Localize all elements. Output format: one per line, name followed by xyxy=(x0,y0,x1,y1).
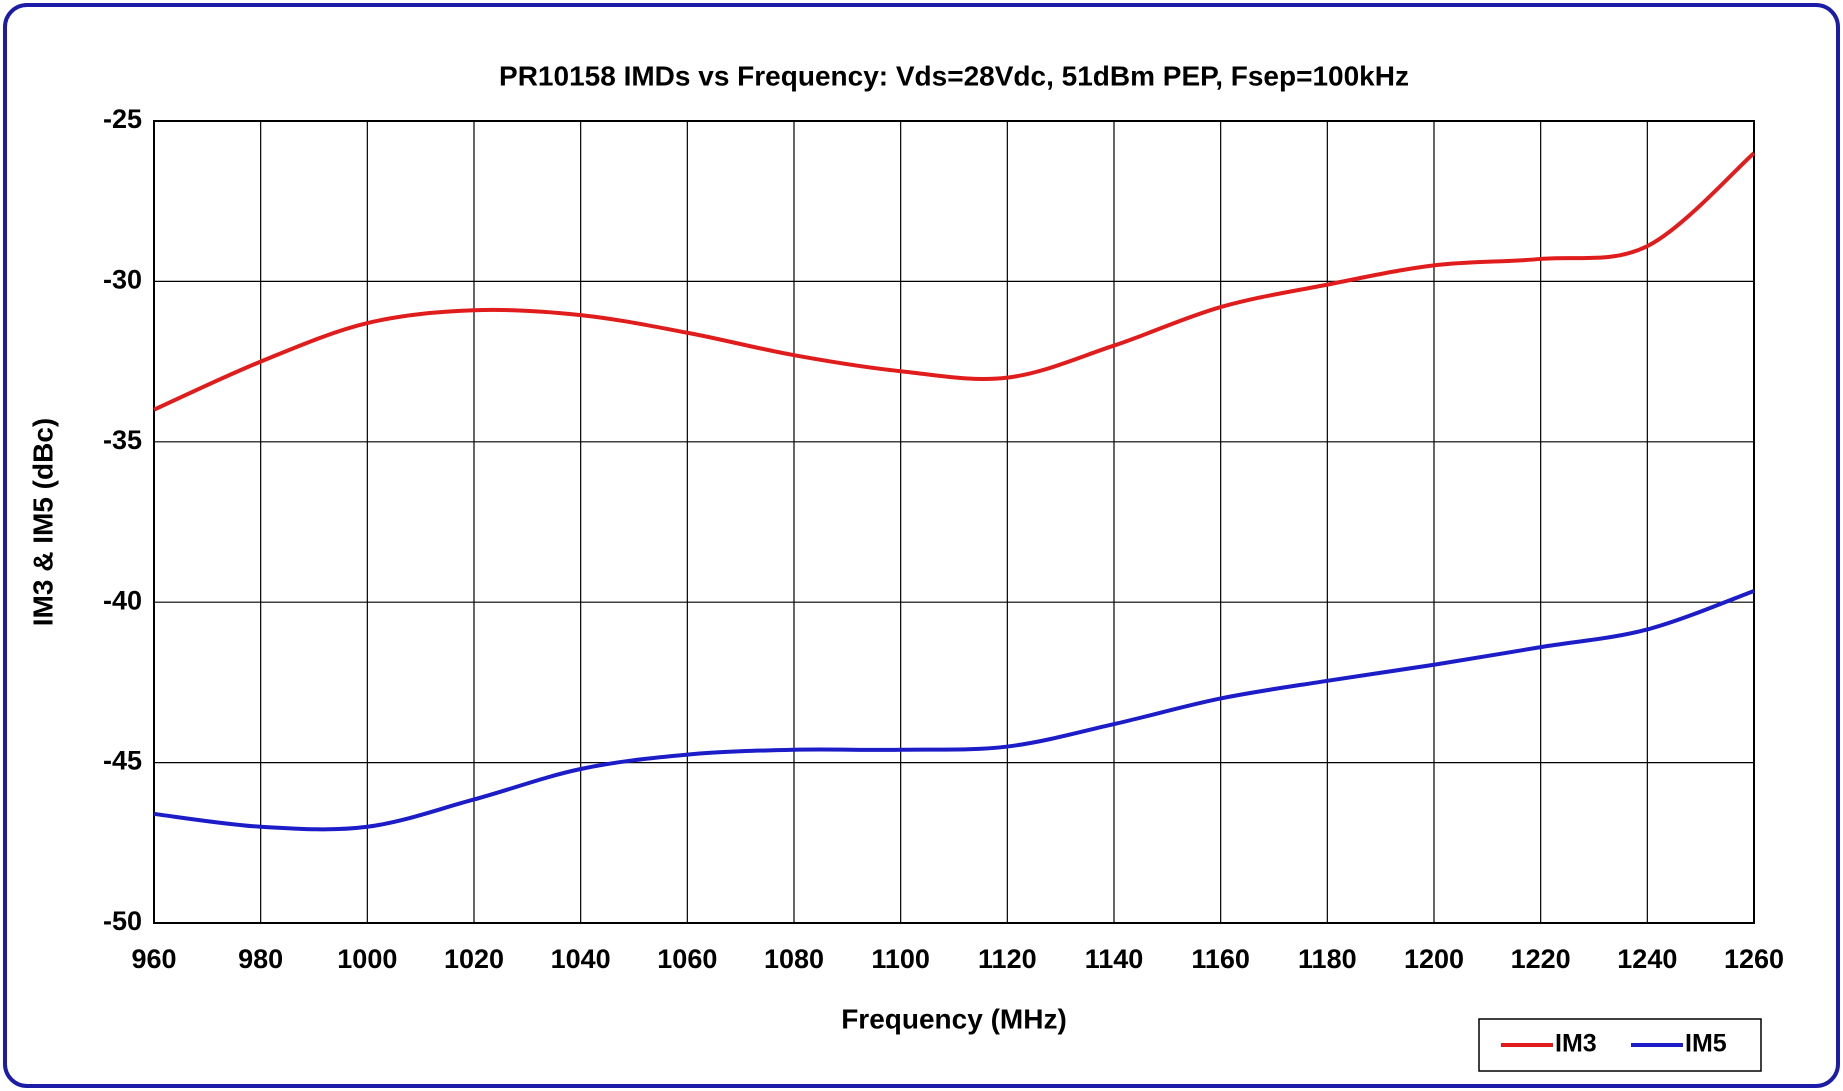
y-tick-label: -40 xyxy=(103,585,142,615)
y-tick-label: -35 xyxy=(103,425,142,455)
x-tick-label: 1160 xyxy=(1191,944,1250,974)
x-tick-label: 1100 xyxy=(871,944,930,974)
x-tick-label: 1260 xyxy=(1724,944,1784,974)
x-tick-label: 1220 xyxy=(1511,944,1571,974)
x-axis-label: Frequency (MHz) xyxy=(841,1003,1067,1034)
data-line xyxy=(153,151,1756,412)
y-tick-label: -25 xyxy=(103,104,142,134)
x-tick-label: 1020 xyxy=(444,944,504,974)
x-tick-label: 1000 xyxy=(337,944,397,974)
x-tick-label: 1240 xyxy=(1617,944,1677,974)
data-line xyxy=(153,589,1755,832)
x-tick-label: 1120 xyxy=(978,944,1037,974)
y-tick-label: -45 xyxy=(103,746,142,776)
chart-title: PR10158 IMDs vs Frequency: Vds=28Vdc, 51… xyxy=(499,60,1409,91)
x-tick-label: 1200 xyxy=(1404,944,1464,974)
x-tick-label: 980 xyxy=(238,944,283,974)
legend: IM3 IM5 xyxy=(1478,1018,1762,1072)
x-tick-label: 1080 xyxy=(764,944,824,974)
legend-label: IM3 xyxy=(1555,1030,1597,1058)
x-tick-label: 1140 xyxy=(1085,944,1144,974)
plot-area xyxy=(153,120,1755,924)
x-tick-label: 1040 xyxy=(551,944,611,974)
y-tick-label: -30 xyxy=(103,265,142,295)
y-tick-label: -50 xyxy=(103,906,142,936)
x-tick-label: 960 xyxy=(131,944,176,974)
x-tick-label: 1060 xyxy=(657,944,717,974)
x-tick-label: 1180 xyxy=(1298,944,1357,974)
legend-label: IM5 xyxy=(1685,1030,1727,1058)
y-axis-label: IM3 & IM5 (dBc) xyxy=(27,418,58,626)
